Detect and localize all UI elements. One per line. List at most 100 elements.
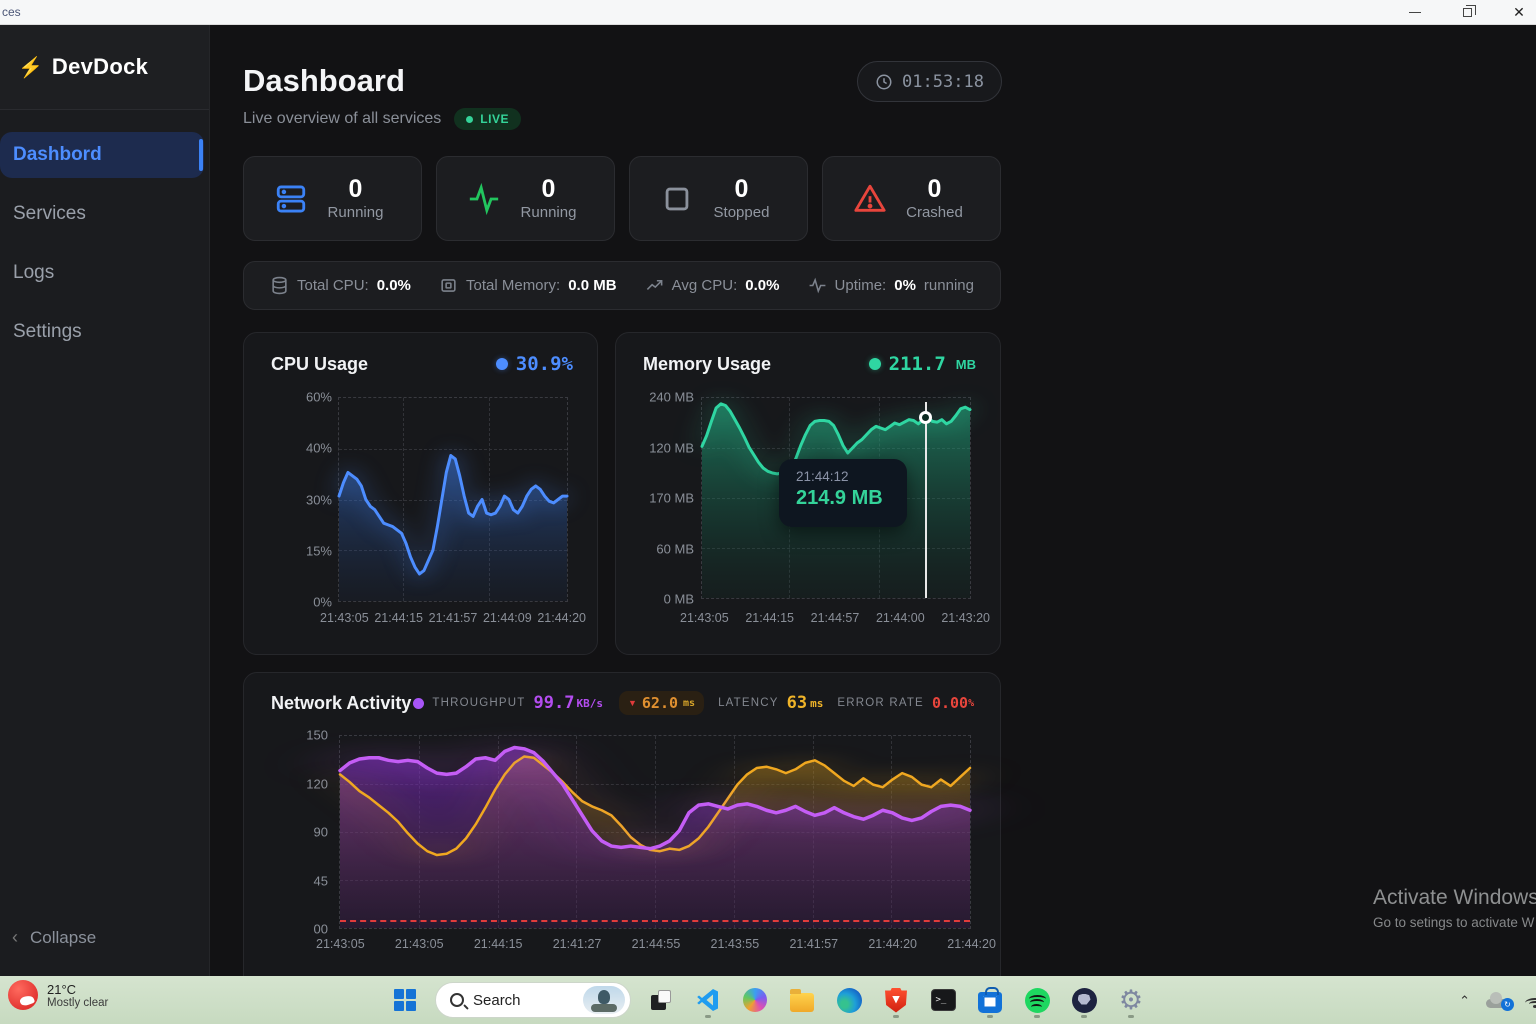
- latency-delta-badge: ▼ 62.0 ms: [618, 691, 705, 715]
- stat-cards-row: 0 Running 0 Running 0 Stoppe: [243, 156, 1001, 241]
- stat-label: Running: [327, 204, 384, 222]
- alert-triangle-icon: [854, 184, 886, 212]
- sidebar-item-label: Dashbord: [13, 144, 102, 165]
- y-tick: 45: [313, 873, 328, 888]
- stat-card-crashed: 0 Crashed: [822, 156, 1001, 241]
- search-box[interactable]: Search: [435, 982, 631, 1018]
- clock-icon: [876, 74, 892, 89]
- file-explorer-app[interactable]: [785, 983, 819, 1017]
- cpu-y-axis: 60% 40% 30% 15% 0%: [272, 390, 332, 610]
- x-tick: 21:43:05: [680, 611, 729, 625]
- total-value: 0.0%: [376, 277, 411, 294]
- task-view-icon: [651, 990, 671, 1010]
- network-y-axis: 150 120 90 45 00: [280, 728, 328, 937]
- weather-widget[interactable]: 21°C Mostly clear: [8, 980, 108, 1010]
- task-view-button[interactable]: [644, 983, 678, 1017]
- window-titlebar: ces ✕: [0, 0, 1536, 25]
- y-tick: 0 MB: [663, 591, 694, 607]
- y-tick: 60%: [305, 389, 332, 405]
- error-rate-label: ERROR RATE: [837, 697, 924, 709]
- vscode-app[interactable]: [691, 983, 725, 1018]
- servers-icon: [276, 185, 306, 212]
- copilot-app[interactable]: [738, 983, 772, 1017]
- stat-value: 0: [927, 174, 942, 203]
- x-tick: 21:44:15: [473, 937, 523, 951]
- terminal-app[interactable]: >_: [926, 983, 960, 1017]
- settings-app[interactable]: ⚙: [1114, 983, 1148, 1018]
- network-line-chart: [340, 736, 970, 928]
- x-tick: 21:44:15: [745, 611, 794, 625]
- network-plot: [339, 735, 971, 929]
- cpu-line-chart: [339, 398, 567, 601]
- microsoft-store-app[interactable]: [973, 983, 1007, 1018]
- chart-title: CPU Usage: [271, 353, 369, 374]
- edge-app[interactable]: [832, 983, 866, 1017]
- onedrive-icon[interactable]: ↻: [1484, 992, 1514, 1011]
- bing-daily-image: [583, 986, 625, 1014]
- database-icon: [272, 276, 287, 295]
- crosshair-marker: [919, 411, 933, 424]
- wifi-icon[interactable]: [1524, 992, 1536, 1008]
- latency-label: LATENCY: [718, 697, 779, 709]
- running-indicator: [1128, 1015, 1134, 1018]
- sidebar-item-logs[interactable]: Logs: [0, 250, 204, 296]
- delta-unit: ms: [683, 697, 696, 709]
- minimize-button[interactable]: [1404, 4, 1426, 22]
- chart-title: Memory Usage: [643, 353, 772, 374]
- search-icon: [450, 993, 464, 1007]
- y-tick: 120 MB: [649, 440, 694, 455]
- collapse-button[interactable]: ‹ Collapse: [0, 927, 96, 948]
- restore-icon: [1462, 5, 1476, 17]
- sidebar-item-settings[interactable]: Settings: [0, 309, 204, 355]
- y-tick: 0%: [313, 594, 332, 610]
- sidebar-item-label: Services: [13, 203, 86, 224]
- spotify-app[interactable]: [1020, 983, 1054, 1018]
- x-tick: 21:43:05: [320, 611, 369, 625]
- brave-app[interactable]: [879, 983, 913, 1018]
- github-icon: [1071, 987, 1097, 1013]
- uptime-stat: Uptime: 0% running: [808, 276, 974, 295]
- live-badge: LIVE: [454, 108, 521, 130]
- stat-value: 0: [348, 174, 363, 203]
- stat-value: 0: [541, 174, 556, 203]
- folder-icon: [790, 988, 814, 1012]
- trend-up-icon: [646, 279, 663, 291]
- cpu-dot-icon: [495, 358, 508, 370]
- x-tick: 21:44:20: [947, 937, 996, 951]
- terminal-icon: >_: [930, 989, 956, 1011]
- memory-usage-card: Memory Usage 211.7 MB 240 MB 120 MB 170 …: [615, 332, 1001, 655]
- x-tick: 21:43:20: [941, 611, 990, 625]
- close-button[interactable]: ✕: [1513, 4, 1525, 20]
- chevron-left-icon: ‹: [12, 927, 18, 947]
- start-button[interactable]: [388, 983, 422, 1017]
- running-indicator: [705, 1015, 711, 1018]
- stat-card-running-health: 0 Running: [436, 156, 615, 241]
- hidden-icons-chevron[interactable]: ⌃: [1459, 993, 1470, 1008]
- x-tick: 21:41:27: [552, 937, 602, 951]
- sidebar-item-services[interactable]: Services: [0, 191, 204, 237]
- total-suffix: running: [923, 277, 974, 294]
- network-x-axis: 21:43:05 21:43:05 21:44:15 21:41:27 21:4…: [316, 937, 996, 951]
- weather-condition: Mostly clear: [47, 996, 109, 1009]
- vscode-icon: [697, 989, 718, 1011]
- copilot-icon: [743, 988, 767, 1012]
- weather-icon: [8, 980, 38, 1010]
- search-label: Search: [473, 991, 521, 1009]
- app-logo: ⚡ DevDock: [0, 25, 209, 110]
- tooltip-time: 21:44:12: [796, 469, 849, 484]
- restore-button[interactable]: [1456, 4, 1478, 22]
- minimize-icon: [1409, 11, 1421, 14]
- throughput-value: 99.7: [533, 693, 575, 713]
- x-tick: 21:44:15: [374, 611, 423, 625]
- memory-x-axis: 21:43:05 21:44:15 21:44:57 21:44:00 21:4…: [680, 611, 990, 625]
- running-indicator: [987, 1015, 993, 1018]
- running-indicator: [1034, 1015, 1040, 1018]
- y-tick: 15%: [305, 543, 332, 559]
- x-tick: 21:44:55: [631, 937, 681, 951]
- system-tray: ⌃ ↻: [1459, 976, 1536, 1024]
- x-tick: 21:44:09: [482, 611, 532, 625]
- github-desktop-app[interactable]: [1067, 983, 1101, 1018]
- sidebar-item-dashboard[interactable]: Dashbord: [0, 132, 204, 178]
- sync-badge: ↻: [1501, 998, 1514, 1011]
- spotify-icon: [1024, 987, 1050, 1013]
